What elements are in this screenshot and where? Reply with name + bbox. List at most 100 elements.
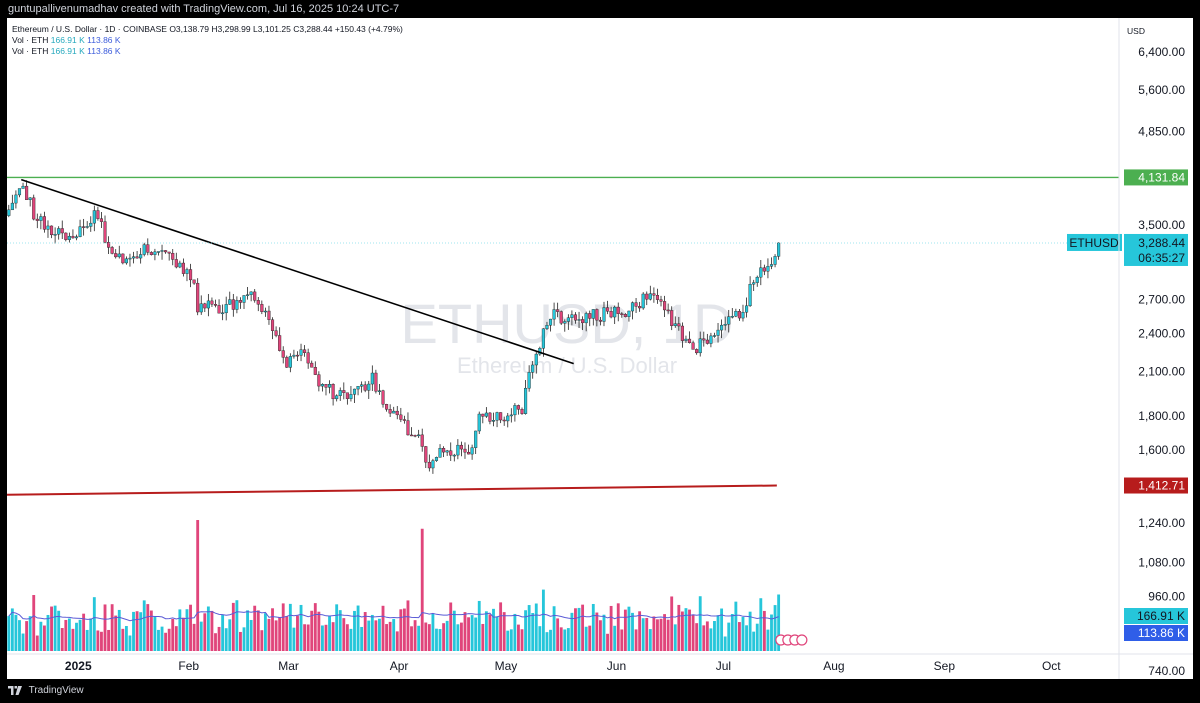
candle-body [495, 412, 499, 421]
candle-body [598, 319, 602, 322]
candle-body [663, 301, 667, 311]
candle-body [445, 450, 449, 453]
volume-bar [773, 605, 777, 651]
support-price-badge-bg [1124, 477, 1188, 494]
volume-ma-badge[interactable]: 113.86 K [1124, 625, 1188, 641]
symbol-name[interactable]: Ethereum / U.S. Dollar · 1D · COINBASE [12, 24, 167, 34]
candle-body [164, 250, 168, 253]
volume-bar [413, 620, 417, 651]
candle-body [452, 454, 456, 457]
volume-legend-row[interactable]: Vol · ETH 166.91 K 113.86 K [12, 46, 403, 57]
candle-body [737, 311, 741, 319]
candle-body [395, 410, 399, 416]
candle-body [488, 412, 492, 422]
volume-bar [399, 609, 403, 651]
time-axis[interactable]: 2025 Feb Mar Apr May Jun Jul Aug Sep Oct [65, 659, 1061, 673]
candle-body [573, 314, 578, 321]
candle-body [320, 384, 324, 387]
volume-bar [762, 610, 766, 651]
candle-body [139, 254, 143, 259]
chart-panel[interactable]: Ethereum / U.S. Dollar · 1D · COINBASE O… [7, 18, 1193, 679]
candle-body [705, 339, 709, 344]
price-axis[interactable]: 6,400.00 5,600.00 4,850.00 3,500.00 2,700.00… [1138, 45, 1185, 678]
volume-bar [192, 623, 196, 651]
candle-body [424, 446, 428, 463]
symbol-badge-label: ETHUSD [1069, 236, 1119, 250]
volume-value-badge[interactable]: 166.91 K [1124, 608, 1188, 624]
candle-body [374, 372, 378, 392]
volume-bar [648, 629, 652, 651]
volume-bar [499, 602, 503, 651]
candle-body [17, 188, 22, 196]
support-price-badge[interactable]: 1,412.71 [1124, 477, 1188, 494]
candle-body [349, 394, 353, 399]
candle-body [71, 235, 75, 239]
volume-bar [702, 625, 706, 651]
candle-body [702, 338, 706, 341]
candle-body [253, 291, 257, 301]
time-tick-label: Oct [1042, 659, 1061, 673]
descending-trendline[interactable] [21, 178, 574, 365]
volume-bar [673, 624, 677, 651]
event-markers[interactable] [775, 634, 808, 646]
symbol-badge[interactable]: ETHUSD [1067, 233, 1122, 251]
candle-body [360, 384, 364, 387]
candle-body [687, 338, 692, 344]
candle-body [777, 242, 781, 257]
volume-bar [253, 605, 257, 651]
candle-body [623, 314, 627, 317]
candle-body [638, 306, 642, 309]
volume-bar [677, 604, 681, 651]
candle-body [434, 457, 439, 461]
volume-bar [431, 613, 435, 651]
volume-bar [92, 597, 96, 651]
volume-bar [167, 628, 171, 651]
open-value: O3,138.79 [169, 24, 210, 34]
volume-bar [374, 620, 378, 651]
volume-bar [278, 617, 282, 651]
volume-bar [85, 629, 89, 651]
price-tick-label: 1,800.00 [1138, 409, 1185, 423]
volume-bar [631, 612, 634, 651]
candle-body [306, 352, 310, 364]
candle-body [655, 295, 660, 300]
event-flag-icon[interactable] [796, 634, 808, 646]
volume-bar [588, 625, 592, 651]
candle-body [602, 307, 606, 322]
volume-bar [427, 624, 431, 651]
volume-bar [310, 610, 314, 651]
volume-bar [189, 604, 192, 651]
candle-body [491, 420, 496, 422]
time-tick-label: Mar [278, 659, 299, 673]
currency-label[interactable]: USD [1127, 26, 1145, 36]
candle-body [57, 228, 61, 235]
support-line[interactable] [7, 484, 777, 496]
candle-body [85, 226, 89, 228]
volume-legend-row[interactable]: Vol · ETH 166.91 K 113.86 K [12, 35, 403, 46]
candle-body [748, 283, 752, 307]
candle-body [274, 330, 278, 336]
candle-body [160, 250, 164, 252]
volume-bar [467, 617, 470, 651]
candle-body [559, 311, 563, 324]
volume-bar [132, 611, 135, 651]
volume-bar [313, 603, 317, 651]
candle-body [149, 252, 153, 255]
volume-ma-badge-bg [1124, 625, 1188, 641]
volume-bar [602, 614, 606, 651]
resistance-price-badge[interactable]: 4,131.84 [1124, 169, 1188, 186]
volume-bar [652, 616, 656, 651]
volume-ma-value: 113.86 K [87, 35, 121, 45]
volume-bar [517, 624, 520, 651]
candle-body [338, 390, 342, 396]
candle-body [388, 409, 392, 414]
candle-body [356, 385, 360, 390]
candle-body [249, 291, 253, 295]
price-tick-label: 5,600.00 [1138, 83, 1185, 97]
volume-bar [470, 615, 474, 651]
candle-body [210, 300, 214, 305]
volume-bar [691, 614, 695, 651]
candle-body [188, 269, 193, 281]
